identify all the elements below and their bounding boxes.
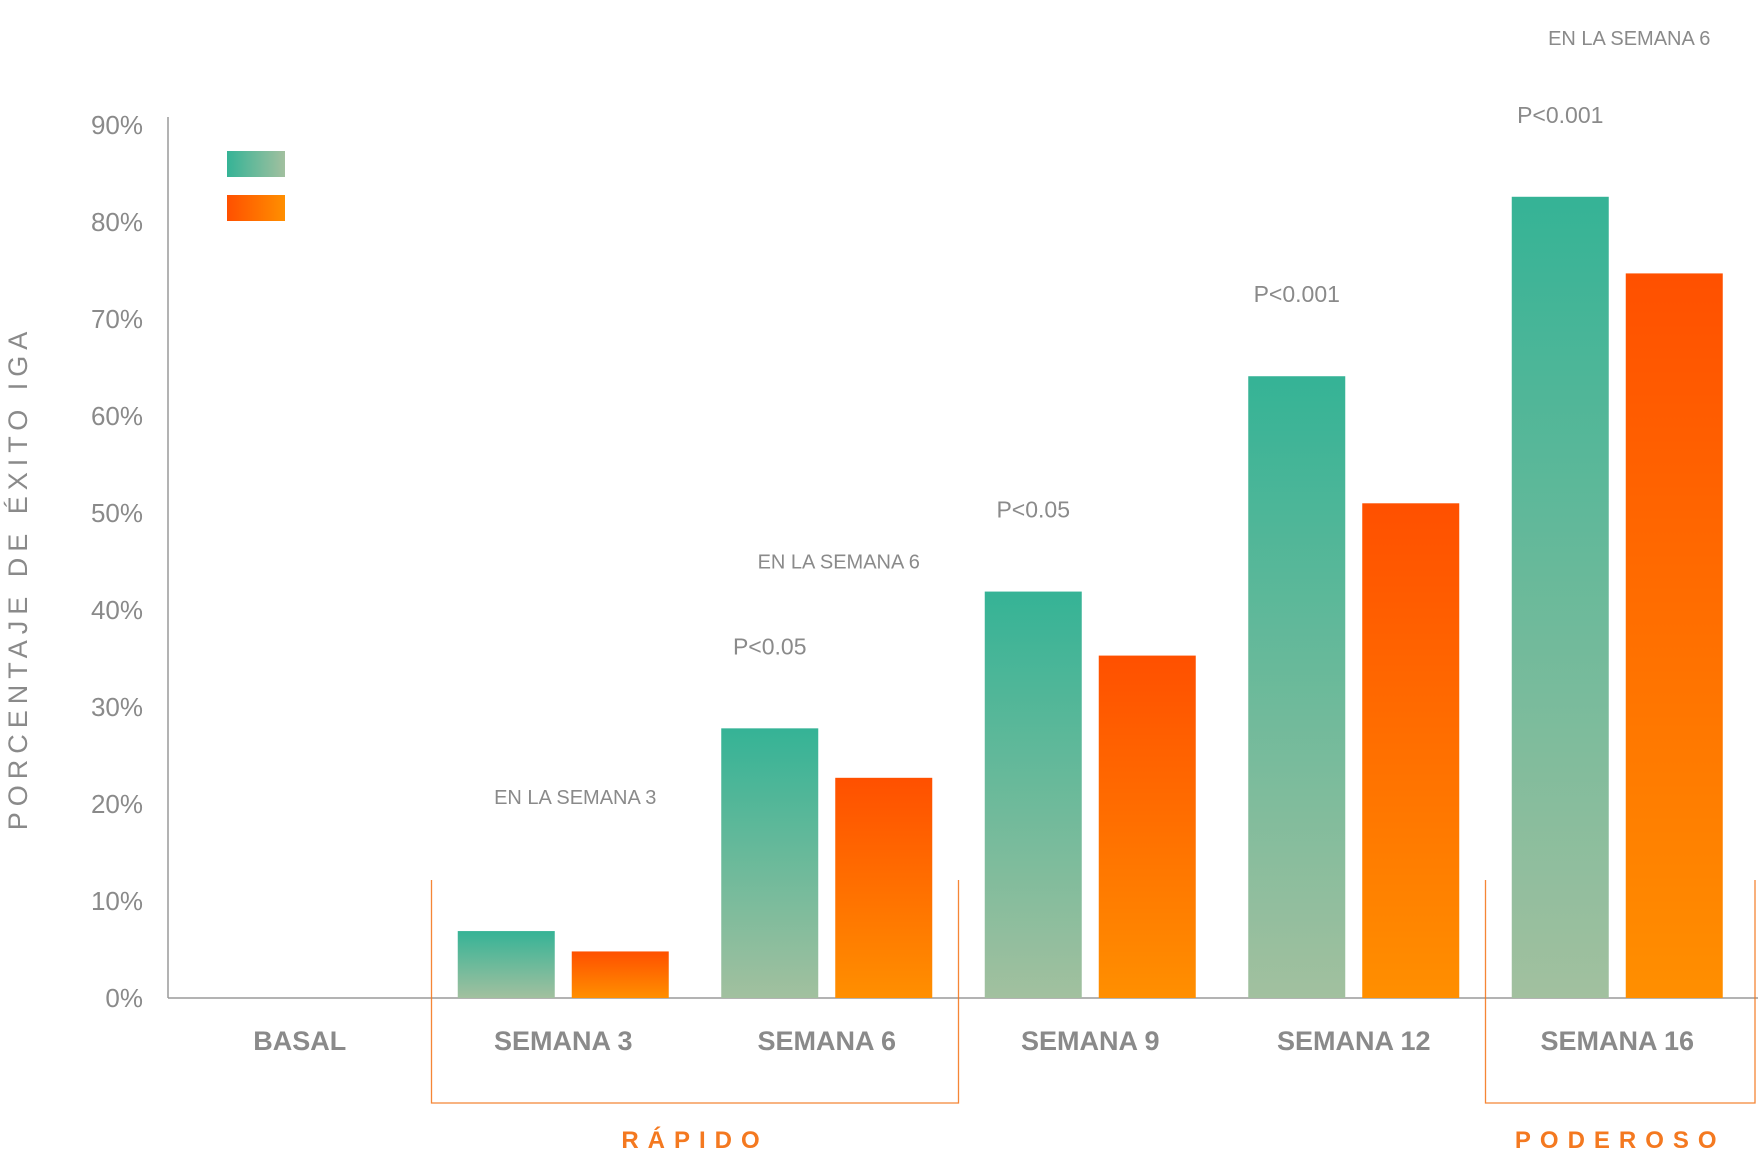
bar-series-1 [1511,196,1609,998]
bar-series-2 [1098,655,1196,998]
category-label: SEMANA 12 [1277,1026,1431,1056]
group-bracket [1484,880,1756,1104]
category-label: SEMANA 16 [1540,1026,1694,1056]
category-label: SEMANA 6 [757,1026,896,1056]
y-tick-label: 40% [91,595,143,625]
bar-series-1 [1248,376,1346,999]
y-tick-label: 30% [91,692,143,722]
y-tick-label: 10% [91,886,143,916]
y-tick-label: 80% [91,207,143,237]
p-value-label: P<0.05 [733,633,807,659]
category-label: SEMANA 3 [494,1026,633,1056]
category-label: SEMANA 9 [1021,1026,1160,1056]
group-bracket [430,880,960,1104]
p-value-label: P<0.001 [1517,102,1603,128]
y-tick-label: 50% [91,498,143,528]
bar-series-2 [835,777,933,998]
y-tick-label: 60% [91,401,143,431]
group-label: RÁPIDO [621,1126,768,1150]
y-tick-label: 70% [91,304,143,334]
annotation-note: EN LA SEMANA 3 [494,787,656,809]
annotation-note: EN LA SEMANA 6 [758,551,920,573]
p-value-label: P<0.001 [1254,281,1340,307]
p-value-label: P<0.05 [996,497,1070,523]
legend-swatch-series-1 [227,151,285,177]
category-label: BASAL [253,1026,346,1056]
y-axis-title: PORCENTAJE DE ÉXITO IGA [3,326,33,831]
bar-series-2 [571,951,669,998]
bar-series-2 [1362,503,1460,998]
group-label: PODEROSO [1515,1127,1726,1150]
legend-swatch-series-2 [227,195,285,221]
bar-series-2 [1625,273,1723,998]
annotation-note: EN LA SEMANA 6 [1548,28,1710,50]
bar-series-1 [457,931,555,998]
y-tick-label: 20% [91,789,143,819]
bar-series-1 [721,728,819,998]
bar-series-1 [984,591,1082,998]
y-tick-label: 0% [105,983,143,1013]
y-tick-label: 90% [91,110,143,140]
